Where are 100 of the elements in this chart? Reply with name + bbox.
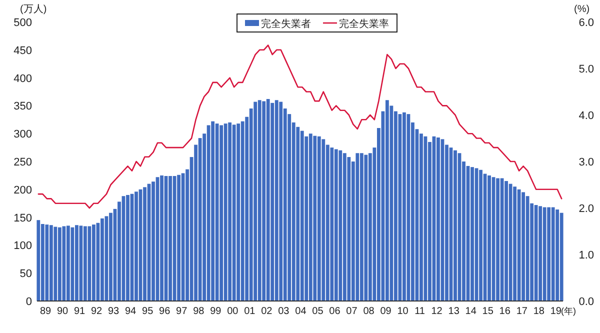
bar xyxy=(220,125,224,301)
y-axis-title: (万人) xyxy=(20,4,47,15)
bar xyxy=(356,153,360,301)
bar xyxy=(534,205,538,301)
bar xyxy=(330,148,334,301)
bar xyxy=(236,124,240,301)
bar xyxy=(402,112,406,301)
bar xyxy=(84,226,87,301)
x-tick-label: 92 xyxy=(90,306,103,317)
x-tick-label: 16 xyxy=(499,306,511,317)
bar xyxy=(206,125,210,301)
y-tick-label: 350 xyxy=(14,100,32,113)
x-tick-label: 15 xyxy=(482,306,494,317)
line-series xyxy=(38,44,562,209)
y-tick-label: 150 xyxy=(14,212,32,224)
bar xyxy=(338,150,342,301)
bar xyxy=(70,227,74,301)
x-tick-label: 99 xyxy=(210,306,222,317)
bar xyxy=(334,149,338,301)
bar xyxy=(45,224,49,301)
x-tick-label: 01 xyxy=(244,306,256,317)
bar xyxy=(58,227,62,301)
x-tick-label: 03 xyxy=(278,306,290,317)
x-tick-label: 19 xyxy=(550,306,562,317)
x-tick-label: 14 xyxy=(465,306,477,317)
bar xyxy=(300,130,304,301)
bar xyxy=(436,138,440,301)
bar xyxy=(360,153,364,301)
x-axis-title: (年) xyxy=(561,306,576,316)
x-tick-label: 97 xyxy=(176,306,188,317)
bar xyxy=(40,224,44,301)
bar xyxy=(364,154,368,301)
y-tick-label: 200 xyxy=(14,184,32,196)
bar xyxy=(266,99,270,301)
bar xyxy=(66,226,70,301)
bar xyxy=(279,102,283,301)
x-tick-label: 90 xyxy=(56,306,69,317)
x-tick-label: 91 xyxy=(74,306,86,317)
bar xyxy=(258,100,262,301)
bar xyxy=(126,194,130,301)
bar xyxy=(479,170,482,301)
x-tick-label: 08 xyxy=(363,306,375,317)
x-tick-label: 06 xyxy=(329,306,341,317)
bar xyxy=(109,212,112,301)
bar xyxy=(274,100,278,301)
y-tick-label: 400 xyxy=(14,72,32,85)
bar xyxy=(504,181,508,301)
y2-tick-label: 5.0 xyxy=(578,64,594,76)
bar xyxy=(342,153,346,301)
bar xyxy=(168,176,172,301)
x-tick-label: 93 xyxy=(108,306,120,317)
y2-tick-label: 3.0 xyxy=(578,156,594,168)
bar xyxy=(270,102,274,301)
legend-label: 完全失業率 xyxy=(339,18,389,30)
y-tick-label: 0 xyxy=(26,296,32,308)
bar xyxy=(470,167,474,301)
bar xyxy=(313,136,317,301)
y2-tick-label: 4.0 xyxy=(578,110,594,122)
bar xyxy=(538,206,542,301)
x-tick-label: 89 xyxy=(40,306,52,317)
y-tick-label: 100 xyxy=(14,240,32,252)
x-tick-label: 17 xyxy=(516,306,528,317)
y2-axis-title: (%) xyxy=(574,4,590,15)
x-tick-label: 96 xyxy=(159,306,171,317)
y-tick-label: 50 xyxy=(20,268,32,280)
bar xyxy=(232,124,236,301)
bar xyxy=(100,218,104,301)
bar xyxy=(296,126,300,301)
bar xyxy=(513,186,516,301)
x-tick-label: 95 xyxy=(142,306,154,317)
bar xyxy=(92,224,96,301)
bar xyxy=(62,226,66,301)
bar xyxy=(160,175,164,301)
bar xyxy=(556,209,560,301)
bar xyxy=(262,101,266,301)
bar xyxy=(317,136,321,301)
y-tick-label: 250 xyxy=(14,156,32,168)
x-tick-label: 98 xyxy=(193,306,205,317)
bar xyxy=(49,225,53,301)
x-tick-label: 12 xyxy=(431,306,443,317)
bar xyxy=(488,175,491,301)
x-tick-label: 13 xyxy=(448,306,460,317)
x-tick-label: 05 xyxy=(312,306,324,317)
bar xyxy=(322,139,326,301)
bar xyxy=(254,102,258,301)
bar xyxy=(224,124,228,301)
bar xyxy=(560,212,564,301)
y-tick-label: 300 xyxy=(14,128,32,141)
x-tick-label: 04 xyxy=(295,306,307,317)
x-tick-label: 02 xyxy=(261,306,273,317)
x-tick-label: 10 xyxy=(397,306,409,317)
bar xyxy=(542,207,546,301)
y2-tick-label: 1.0 xyxy=(578,250,594,262)
x-tick-label: 09 xyxy=(380,306,392,317)
bar xyxy=(526,196,530,301)
x-tick-label: 11 xyxy=(414,306,426,317)
y2-tick-label: 6.0 xyxy=(578,17,594,29)
bar xyxy=(36,220,40,301)
bar xyxy=(522,192,526,301)
bar xyxy=(143,187,146,301)
